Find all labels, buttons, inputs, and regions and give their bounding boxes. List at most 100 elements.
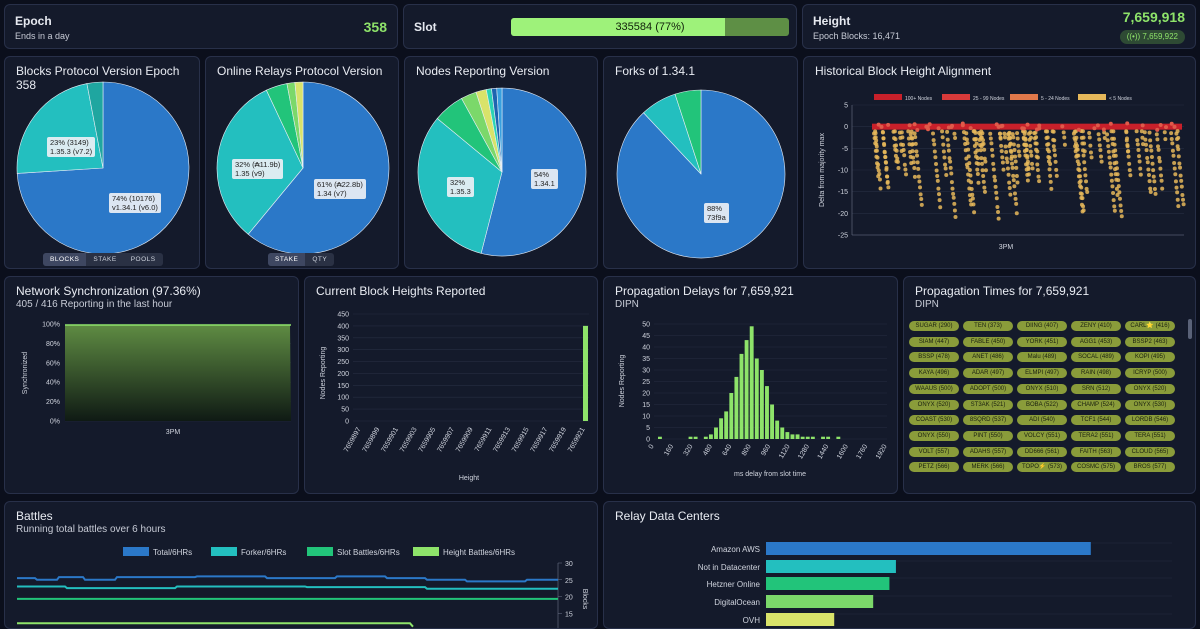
scatter-point <box>1097 143 1102 148</box>
pie-forks-card: Forks of 1.34.1 88% 73f9a <box>603 56 798 269</box>
scatter-point <box>1170 141 1175 146</box>
scatter-point <box>1111 191 1116 196</box>
y-tick: 150 <box>337 383 349 390</box>
scatter-point <box>990 147 995 152</box>
historical-chart: 100+ Nodes 25 - 99 Nodes 5 - 24 Nodes < 5 N… <box>819 94 1186 251</box>
pie-label-line: 73f9a <box>707 213 726 222</box>
pie-blocks-label-a: 23% (3149) 1.35.3 (v7.2) <box>47 137 96 157</box>
y-tick: 5 <box>844 103 848 110</box>
scatter-point <box>1028 143 1033 148</box>
scatter-point <box>993 184 998 189</box>
bar <box>766 542 1091 555</box>
scatter-point <box>904 172 909 177</box>
scatter-point <box>1099 154 1104 159</box>
pie-nodes-card: Nodes Reporting Version 32% 1.35.3 54% 1.3… <box>404 56 598 269</box>
tab-stake[interactable]: STAKE <box>93 256 117 263</box>
pool-tag: BSSP (478) <box>909 352 959 363</box>
scatter-point <box>875 161 880 166</box>
y-tick: 60% <box>46 360 60 367</box>
tab-stake[interactable]: STAKE <box>268 253 306 266</box>
pie-label-line: 32% <box>450 178 466 187</box>
scatter-point <box>1175 190 1180 195</box>
scatter-point <box>1158 123 1163 128</box>
pie-forks-label-a: 88% 73f9a <box>704 203 729 223</box>
scatter-point <box>1119 214 1124 219</box>
scatter-point <box>1155 127 1160 132</box>
scatter-point <box>1078 179 1083 184</box>
pool-tag: SRN (512) <box>1071 383 1121 394</box>
scatter-point <box>1010 132 1015 137</box>
bar <box>836 436 841 439</box>
bar <box>775 420 780 439</box>
scatter-point <box>1108 161 1113 166</box>
scatter-point <box>895 159 900 164</box>
scatter-point <box>1117 190 1122 195</box>
scatter-point <box>967 186 972 191</box>
scatter-point <box>1016 143 1021 148</box>
scatter-point <box>996 216 1001 221</box>
tab-qty[interactable]: QTY <box>312 256 328 263</box>
scatter-point <box>1052 153 1057 158</box>
times-sub: DIPN <box>915 299 939 310</box>
scatter-point <box>1008 148 1013 153</box>
scatter-point <box>1080 196 1085 201</box>
pie-label-line: 1.35.3 <box>450 187 471 196</box>
scatter-point <box>912 122 917 127</box>
scatter-point <box>1048 179 1053 184</box>
scatter-point <box>1009 156 1014 161</box>
pool-tag: CHAMP (524) <box>1071 399 1121 410</box>
scatter-point <box>877 177 882 182</box>
scatter-point <box>1021 126 1026 131</box>
scatter-point <box>1125 121 1130 126</box>
scatter-point <box>1105 132 1110 137</box>
scatter-point <box>1142 130 1147 135</box>
scatter-point <box>935 178 940 183</box>
scatter-point <box>1134 129 1139 134</box>
scatter-point <box>1088 143 1093 148</box>
y-tick: 0 <box>345 419 349 426</box>
pie-blocks-chart <box>16 81 190 255</box>
scatter-point <box>901 148 906 153</box>
scatter-point <box>1171 153 1176 158</box>
series-line <box>17 585 558 590</box>
bar <box>766 560 896 573</box>
scatter-point <box>899 130 904 135</box>
heights-card: Current Block Heights Reported 450 400 350… <box>304 276 598 494</box>
scatter-point <box>946 143 951 148</box>
scatter-point <box>1145 160 1150 165</box>
y-tick: 40% <box>46 380 60 387</box>
scatter-point <box>1009 161 1014 166</box>
tab-pools[interactable]: POOLS <box>130 256 156 263</box>
scatter-point <box>1035 168 1040 173</box>
pool-tag: 8SQRD (537) <box>963 415 1013 426</box>
y-tick: 50 <box>642 322 650 329</box>
x-tick: 1120 <box>778 443 792 460</box>
x-tick: 1760 <box>855 443 869 460</box>
scatter-point <box>1158 166 1163 171</box>
bar-label: Not in Datacenter <box>698 563 761 572</box>
scatter-point <box>1178 173 1183 178</box>
scatter-point <box>966 178 971 183</box>
scatter-point <box>980 131 985 136</box>
scatter-point <box>892 129 897 134</box>
scatter-point <box>1035 162 1040 167</box>
pool-tag: SIAM (447) <box>909 336 959 347</box>
scatter-point <box>976 180 981 185</box>
tab-blocks[interactable]: BLOCKS <box>43 253 87 266</box>
x-tick: 7659899 <box>362 426 382 453</box>
scatter-point <box>894 148 899 153</box>
bar <box>724 411 729 439</box>
scatter-point <box>1117 196 1122 201</box>
scatter-point <box>1015 180 1020 185</box>
bar <box>805 436 810 439</box>
scatter-point <box>934 161 939 166</box>
x-tick: 7659913 <box>492 426 512 453</box>
scatter-point <box>1046 142 1051 147</box>
scatter-point <box>982 189 987 194</box>
scatter-point <box>1169 131 1174 136</box>
scatter-point <box>1159 173 1164 178</box>
scatter-point <box>974 154 979 159</box>
scatter-point <box>980 138 985 143</box>
scatter-point <box>1092 126 1097 131</box>
times-scrollbar[interactable] <box>1188 319 1192 339</box>
